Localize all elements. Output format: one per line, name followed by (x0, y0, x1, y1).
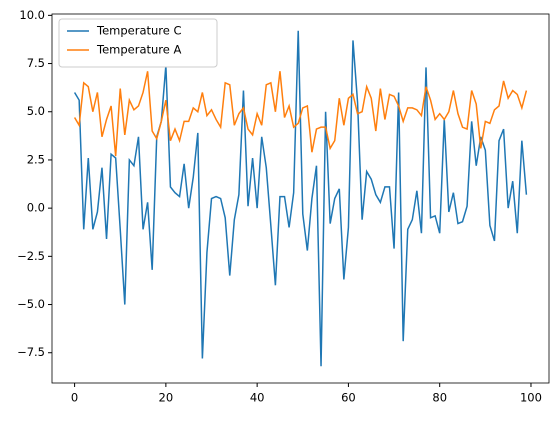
y-tick-label: −5.0 (17, 297, 45, 311)
y-tick-label: 0.0 (27, 201, 45, 215)
plot-frame (51, 13, 550, 384)
legend-box (58, 18, 218, 68)
legend-label: Temperature C (96, 24, 182, 38)
y-tick-label: −2.5 (17, 249, 45, 263)
line-series (73, 30, 528, 367)
x-tick-label: 60 (341, 391, 356, 405)
y-tick-label: 7.5 (27, 56, 45, 70)
y-tick-label: 5.0 (27, 104, 45, 118)
x-tick-label: 0 (71, 391, 78, 405)
y-tick-label: −7.5 (17, 345, 45, 359)
line-series (73, 71, 528, 157)
legend-label: Temperature A (96, 43, 182, 57)
x-tick-label: 100 (520, 391, 542, 405)
x-tick-label: 20 (159, 391, 174, 405)
x-tick-label: 80 (432, 391, 447, 405)
x-tick-label: 40 (250, 391, 265, 405)
y-tick-label: 10.0 (19, 8, 45, 22)
y-tick-label: 2.5 (27, 152, 45, 166)
